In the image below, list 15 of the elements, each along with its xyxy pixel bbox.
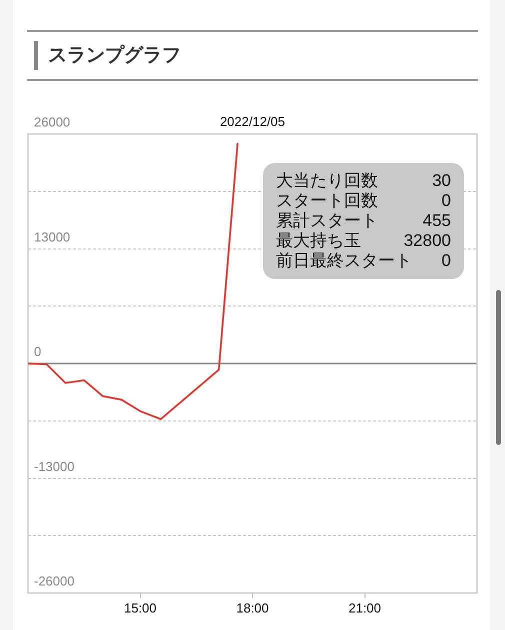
x-tick-label: 15:00	[124, 600, 157, 616]
text: 累計スタート 455	[276, 211, 451, 230]
chart-title: スランプグラフ	[34, 41, 181, 70]
text: 最大持ち玉 32800	[276, 231, 451, 250]
text: 大当たり回数 30	[276, 171, 451, 190]
x-tick-label: 18:00	[236, 600, 269, 616]
text: スタート回数 0	[276, 191, 451, 210]
y-tick-label: -13000	[34, 458, 74, 474]
y-tick-label: -26000	[34, 574, 74, 589]
y-tick-label: 0	[34, 344, 42, 360]
y-tick-label: 26000	[34, 114, 70, 130]
text: 前日最終スタート 0	[276, 251, 451, 270]
x-tick-label: 21:00	[348, 600, 382, 616]
y-tick-label: 13000	[34, 229, 70, 244]
chart-subtitle: 2022/12/05	[220, 114, 286, 129]
